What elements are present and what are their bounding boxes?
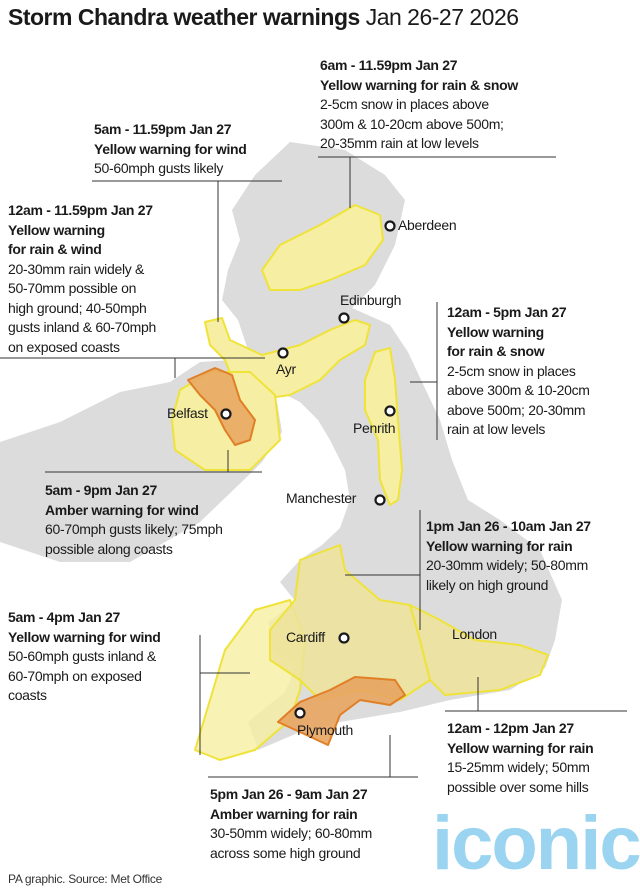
- city-marker-cardiff: [338, 632, 350, 644]
- warning-heading: Yellow warning for rain: [447, 739, 594, 756]
- warning-detail: possible over some hills: [447, 778, 589, 795]
- warning-rain-wind: 12am - 11.59pm Jan 27 Yellow warning for…: [8, 201, 156, 357]
- warning-time: 5pm Jan 26 - 9am Jan 27: [210, 786, 368, 802]
- city-label-penrith: Penrith: [353, 420, 396, 436]
- city-marker-belfast: [220, 408, 232, 420]
- warning-time: 5am - 11.59pm Jan 27: [94, 121, 232, 137]
- warning-time: 5am - 9pm Jan 27: [45, 482, 157, 498]
- warning-detail: 2-5cm snow in places above: [320, 96, 489, 112]
- city-label-edinburgh: Edinburgh: [340, 292, 402, 308]
- city-label-manchester: Manchester: [286, 490, 357, 506]
- warning-heading: Yellow warning: [8, 221, 105, 238]
- page-title: Storm Chandra weather warnings Jan 26-27…: [8, 4, 519, 31]
- warning-detail: high ground; 40-50mph: [8, 299, 147, 316]
- warning-detail: coasts: [8, 687, 47, 703]
- city-label-cardiff: Cardiff: [286, 629, 325, 645]
- warning-rain-wales-midlands: 1pm Jan 26 - 10am Jan 27 Yellow warning …: [426, 517, 591, 595]
- warning-detail: 2-5cm snow in places: [447, 362, 576, 379]
- warning-heading: Amber warning for wind: [45, 501, 199, 518]
- leader-lines: [0, 156, 627, 778]
- city-label-ayr: Ayr: [276, 361, 296, 377]
- city-marker-plymouth: [294, 707, 306, 719]
- title-main: Storm Chandra weather warnings: [8, 4, 360, 30]
- warning-rain-south-east: 12am - 12pm Jan 27 Yellow warning for ra…: [447, 719, 594, 797]
- warning-heading: Yellow warning for wind: [94, 140, 247, 157]
- city-label-belfast: Belfast: [167, 405, 208, 421]
- warning-area-amber-rain: [277, 676, 406, 746]
- warning-detail: 20-35mm rain at low levels: [320, 135, 479, 151]
- warning-detail: 50-70mm possible on: [8, 280, 137, 296]
- warning-time: 12am - 5pm Jan 27: [447, 304, 567, 320]
- warning-area-rain-south-east: [409, 604, 549, 696]
- warning-heading: Yellow warning for wind: [8, 628, 161, 645]
- title-dates: Jan 26-27 2026: [365, 4, 519, 30]
- city-label-aberdeen: Aberdeen: [398, 217, 457, 233]
- warning-detail: 60-70mph on exposed: [8, 667, 142, 684]
- warning-time: 12am - 12pm Jan 27: [447, 720, 574, 736]
- warning-rain-snow-pennines: 12am - 5pm Jan 27 Yellow warning for rai…: [447, 303, 590, 440]
- warning-detail: 15-25mm widely; 50mm: [447, 759, 590, 775]
- warning-detail: possible along coasts: [45, 540, 173, 557]
- iconic-watermark: iconic: [432, 801, 640, 886]
- warning-detail: above 300m & 10-20cm: [447, 382, 590, 398]
- warning-time: 12am - 11.59pm Jan 27: [8, 202, 153, 218]
- warning-time: 1pm Jan 26 - 10am Jan 27: [426, 518, 591, 534]
- city-marker-edinburgh: [338, 312, 350, 324]
- city-marker-ayr: [277, 347, 289, 359]
- warning-area-rain-snow-pennines: [364, 347, 403, 506]
- warning-heading: Yellow warning for rain & snow: [320, 76, 518, 93]
- warning-detail: 30-50mm widely; 60-80mm: [210, 825, 372, 841]
- city-marker-aberdeen: [384, 220, 396, 232]
- warning-detail: 20-30mm widely; 50-80mm: [426, 557, 588, 573]
- source-credit: PA graphic. Source: Met Office: [8, 872, 162, 886]
- warning-detail: 50-60mph gusts likely: [94, 160, 224, 176]
- warning-detail: 20-30mm rain widely &: [8, 260, 145, 277]
- warning-rain-snow-north: 6am - 11.59pm Jan 27 Yellow warning for …: [320, 56, 518, 154]
- city-markers: [220, 220, 396, 719]
- city-marker-manchester: [374, 494, 386, 506]
- warning-area-amber-wind: [187, 367, 256, 446]
- warning-detail: above 500m; 20-30mm: [447, 401, 586, 418]
- warning-detail: likely on high ground: [426, 576, 549, 593]
- warning-detail: gusts inland & 60-70mph: [8, 319, 156, 335]
- warning-time: 5am - 4pm Jan 27: [8, 609, 120, 625]
- city-label-plymouth: Plymouth: [297, 722, 353, 738]
- warning-amber-wind: 5am - 9pm Jan 27 Amber warning for wind …: [45, 481, 223, 559]
- warning-detail: 60-70mph gusts likely; 75mph: [45, 521, 223, 537]
- warning-detail: 300m & 10-20cm above 500m;: [320, 115, 504, 132]
- city-label-london: London: [452, 626, 497, 642]
- warning-heading: Yellow warning: [447, 323, 544, 340]
- city-marker-penrith: [384, 405, 396, 417]
- warning-area-rain-wales-midlands: [269, 544, 431, 701]
- warning-wind-west-scotland: 5am - 11.59pm Jan 27 Yellow warning for …: [94, 120, 247, 179]
- warning-wind-south-west: 5am - 4pm Jan 27 Yellow warning for wind…: [8, 608, 161, 706]
- warning-time: 6am - 11.59pm Jan 27: [320, 57, 458, 73]
- warning-heading: for rain & snow: [447, 343, 545, 359]
- warning-detail: across some high ground: [210, 844, 361, 861]
- warning-heading: Yellow warning for rain: [426, 537, 573, 554]
- warning-heading: Amber warning for rain: [210, 805, 358, 822]
- warning-detail: rain at low levels: [447, 421, 546, 437]
- warning-amber-rain: 5pm Jan 26 - 9am Jan 27 Amber warning fo…: [210, 785, 372, 863]
- warning-area-rain-snow-north: [261, 204, 384, 291]
- warning-detail: 50-60mph gusts inland &: [8, 648, 156, 664]
- warning-heading: for rain & wind: [8, 241, 102, 257]
- warning-detail: on exposed coasts: [8, 338, 120, 355]
